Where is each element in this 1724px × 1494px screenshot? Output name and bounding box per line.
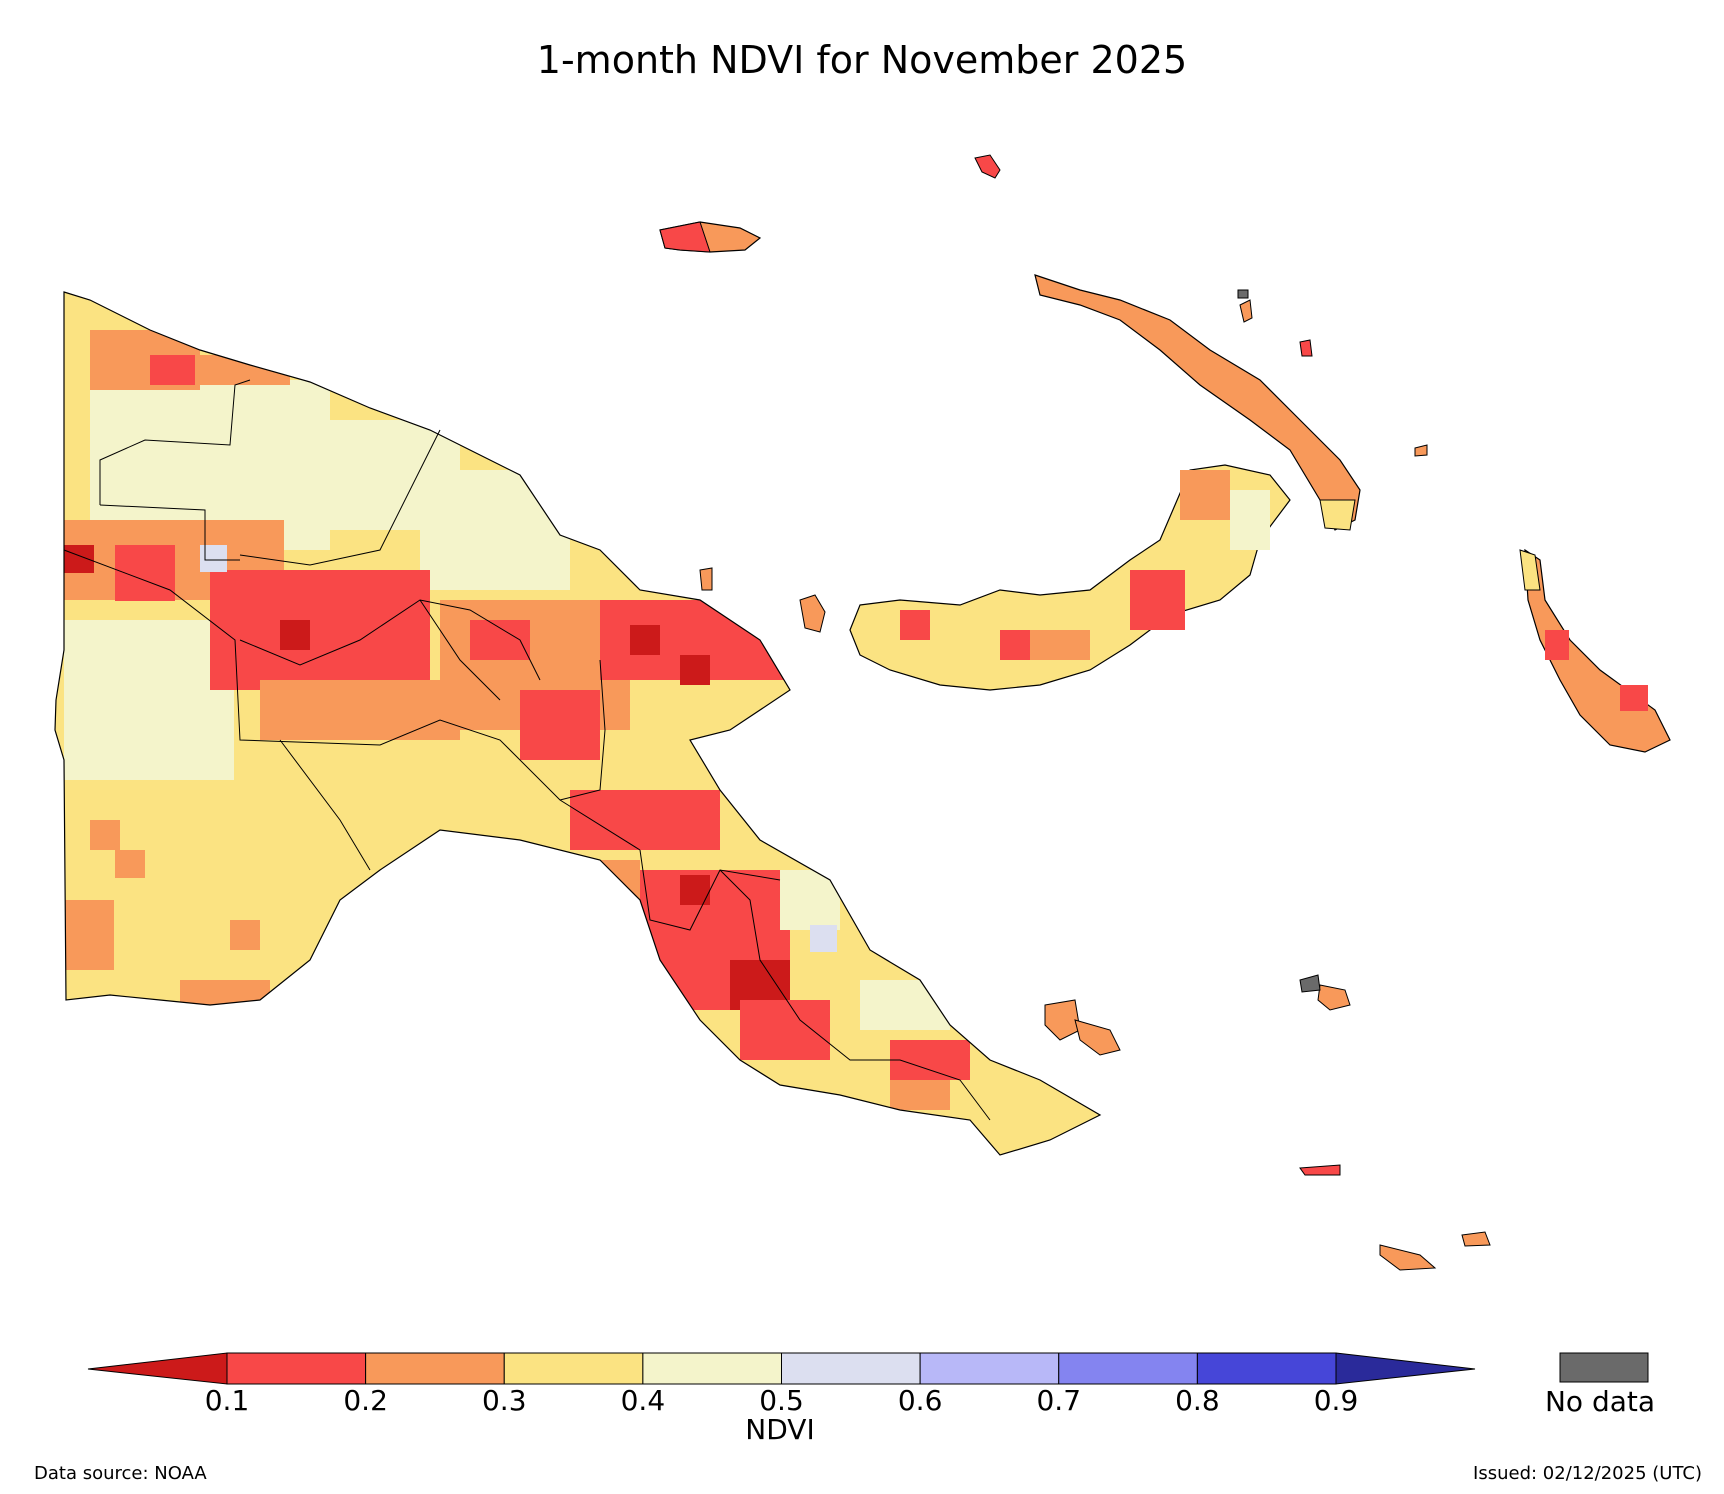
no-data-label: No data — [1544, 1385, 1656, 1418]
colorbar-tick-label: 0.3 — [481, 1384, 527, 1417]
colorbar-frame — [226, 1352, 1337, 1385]
colorbar-tick-label: 0.6 — [897, 1384, 943, 1417]
colorbar-bin — [1058, 1352, 1198, 1385]
colorbar-tick-label: 0.8 — [1175, 1384, 1220, 1417]
buka-island — [1519, 549, 1541, 591]
bougainville-red-cell — [1545, 630, 1569, 660]
colorbar-under-triangle — [87, 1352, 228, 1385]
bougainville-red-cell — [1620, 685, 1648, 711]
colorbar-tick-label: 0.7 — [1036, 1384, 1082, 1417]
colorbar-tick-label: 0.1 — [204, 1384, 250, 1417]
colorbar-bin — [1196, 1352, 1337, 1385]
mainland-coastline — [54, 291, 1102, 1156]
colorbar-tick-label: 0.9 — [1313, 1384, 1359, 1417]
colorbar-bin — [226, 1352, 367, 1385]
data-source-note: Data source: NOAA — [34, 1463, 207, 1484]
manus-west — [659, 221, 711, 253]
issued-date-note: Issued: 02/12/2025 (UTC) — [1473, 1463, 1702, 1484]
colorbar-bin — [642, 1352, 782, 1385]
province-boundaries — [63, 379, 991, 1121]
colorbar-bin — [781, 1352, 921, 1385]
colorbar-tick-label: 0.4 — [620, 1384, 666, 1417]
chart-title: 1-month NDVI for November 2025 — [536, 38, 1188, 82]
colorbar — [87, 1352, 1649, 1385]
new-britain-island — [849, 464, 1291, 691]
colorbar-tick-label: 0.2 — [343, 1384, 388, 1417]
colorbar-tick-label: 0.5 — [759, 1384, 804, 1417]
small-islands — [699, 154, 1491, 1271]
colorbar-bin — [503, 1352, 644, 1385]
colorbar-bin — [365, 1352, 505, 1385]
mainland-ndvi-cells — [55, 292, 1100, 1155]
colorbar-bin — [919, 1352, 1060, 1385]
new-ireland-tip — [1319, 499, 1356, 531]
colorbar-axis-label: NDVI — [745, 1413, 815, 1446]
colorbar-over-triangle — [1335, 1352, 1476, 1385]
no-data-swatch — [1559, 1352, 1649, 1383]
